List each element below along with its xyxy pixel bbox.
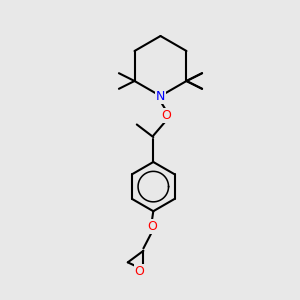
- Text: O: O: [135, 265, 144, 278]
- Text: N: N: [156, 89, 165, 103]
- Text: O: O: [147, 220, 157, 233]
- Text: O: O: [161, 109, 171, 122]
